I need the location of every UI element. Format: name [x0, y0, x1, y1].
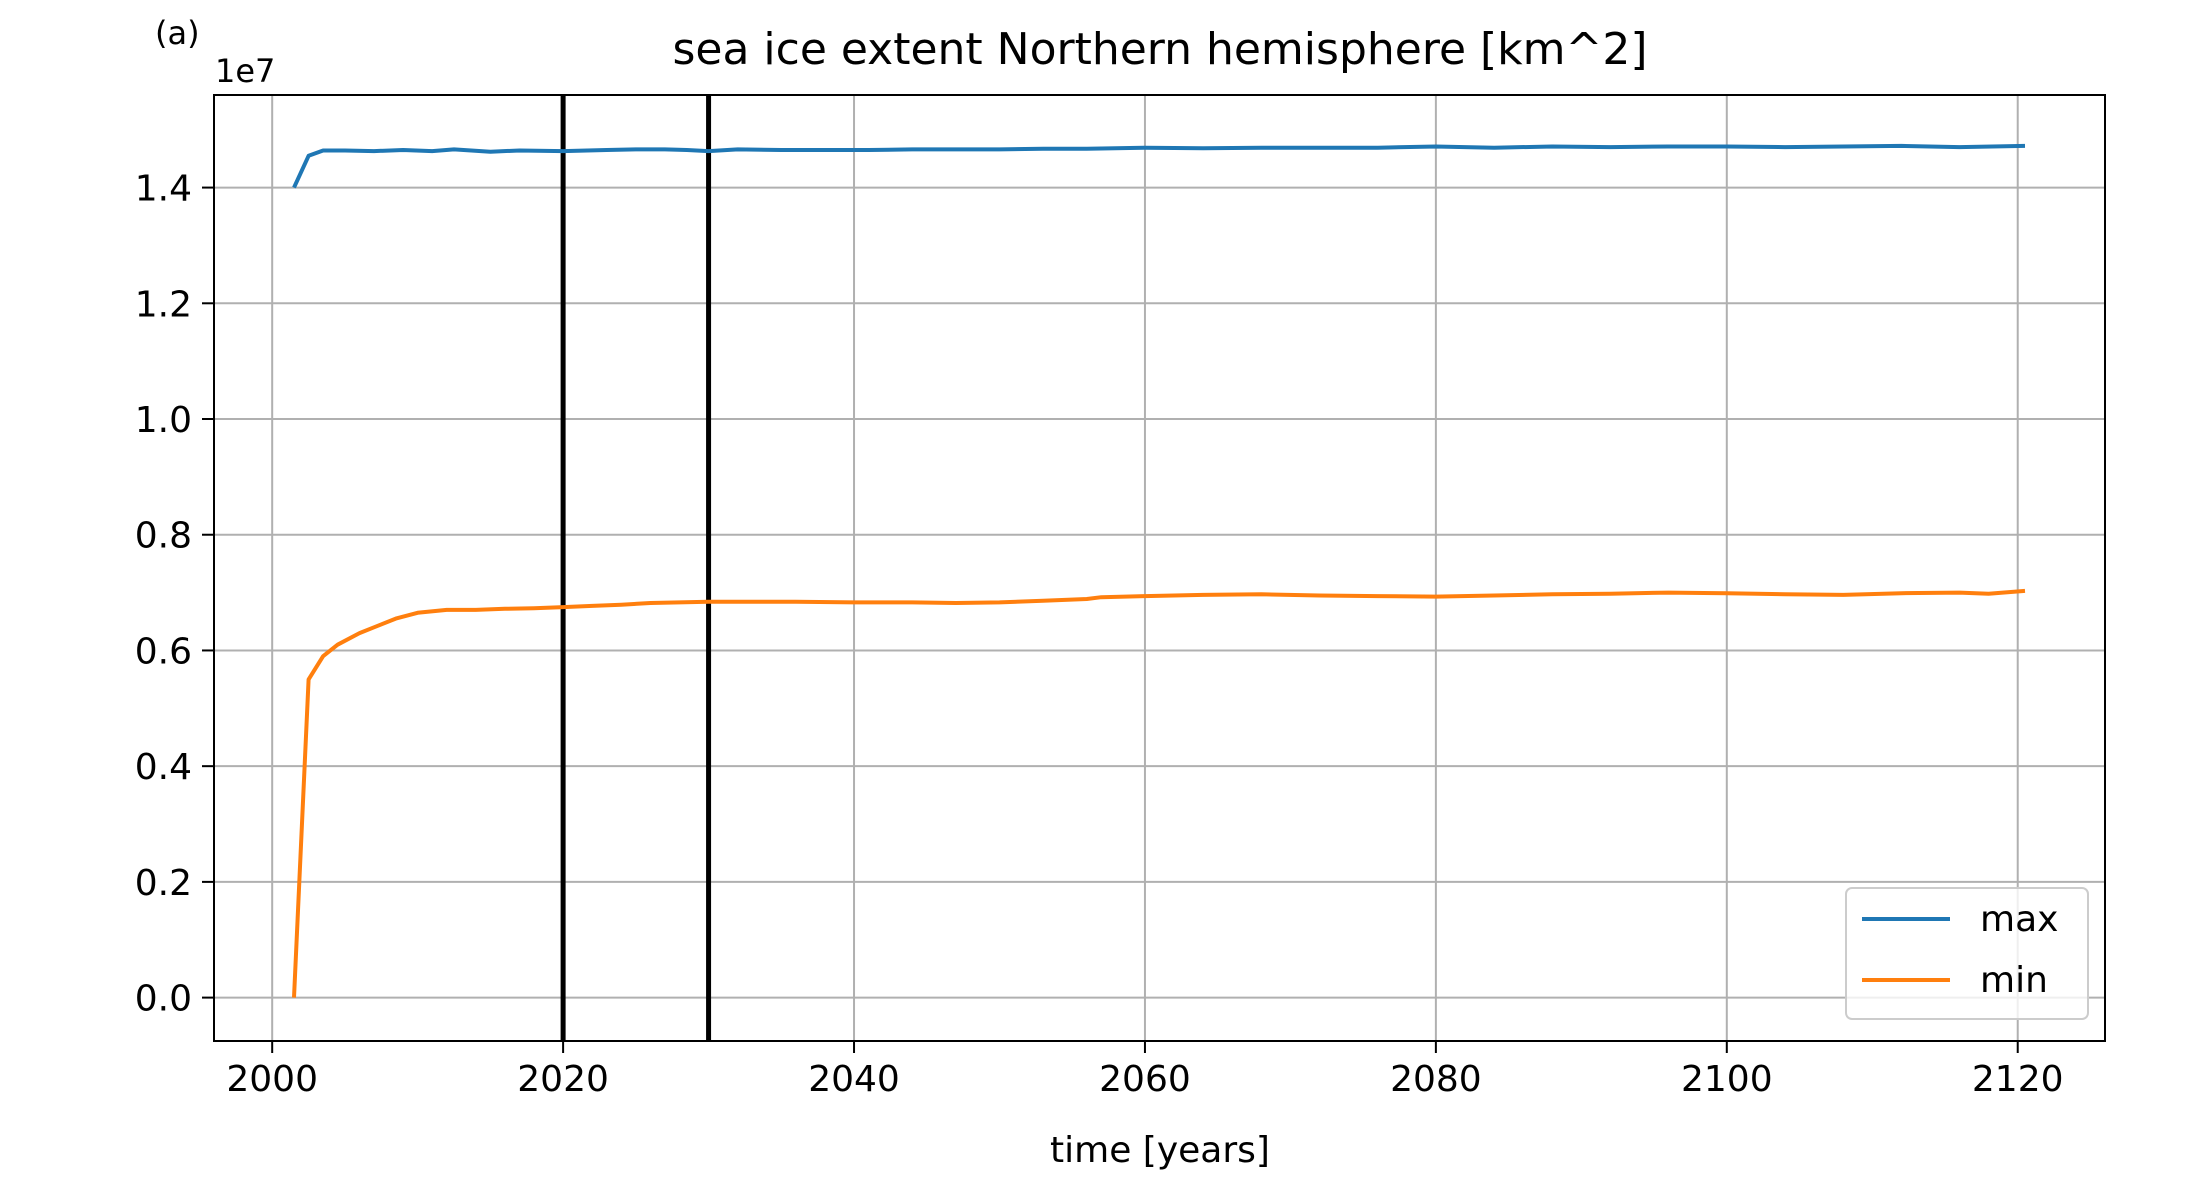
y-tick-label: 0.2	[135, 863, 192, 904]
x-axis-ticks: 2000 2020 2040 2060 2080 2100 2120	[226, 1041, 2064, 1100]
x-tick-label: 2120	[1972, 1059, 2064, 1100]
series-line-min	[292, 588, 2026, 998]
x-tick-label: 2100	[1681, 1059, 1773, 1100]
panel-label: (a)	[155, 14, 200, 52]
x-tick-label: 2060	[1099, 1059, 1191, 1100]
y-axis-ticks: 0.0 0.2 0.4 0.6 0.8 1.0 1.2 1.4	[135, 169, 214, 1020]
y-tick-label: 0.0	[135, 979, 192, 1020]
x-tick-label: 2000	[226, 1059, 318, 1100]
y-tick-label: 0.6	[135, 631, 192, 672]
legend-label-max: max	[1980, 899, 2058, 940]
x-tick-label: 2040	[808, 1059, 900, 1100]
x-tick-label: 2020	[517, 1059, 609, 1100]
grid-lines	[214, 95, 2105, 1041]
vertical-marker-lines	[560, 95, 712, 1041]
y-tick-label: 1.4	[135, 169, 192, 210]
legend: max min	[1845, 887, 2089, 1020]
y-tick-label: 1.2	[135, 284, 192, 325]
series-line-max	[292, 143, 2026, 189]
series-lines	[292, 143, 2026, 998]
y-tick-label: 0.8	[135, 516, 192, 557]
plot-frame	[213, 94, 2106, 1042]
x-tick-label: 2080	[1390, 1059, 1482, 1100]
x-axis-label: time [years]	[1050, 1130, 1270, 1171]
y-tick-label: 1.0	[135, 400, 192, 441]
y-offset-text: 1e7	[215, 52, 275, 90]
legend-label-min: min	[1980, 960, 2048, 1001]
y-tick-label: 0.4	[135, 747, 192, 788]
chart-title: sea ice extent Northern hemisphere [km^2…	[672, 24, 1647, 75]
